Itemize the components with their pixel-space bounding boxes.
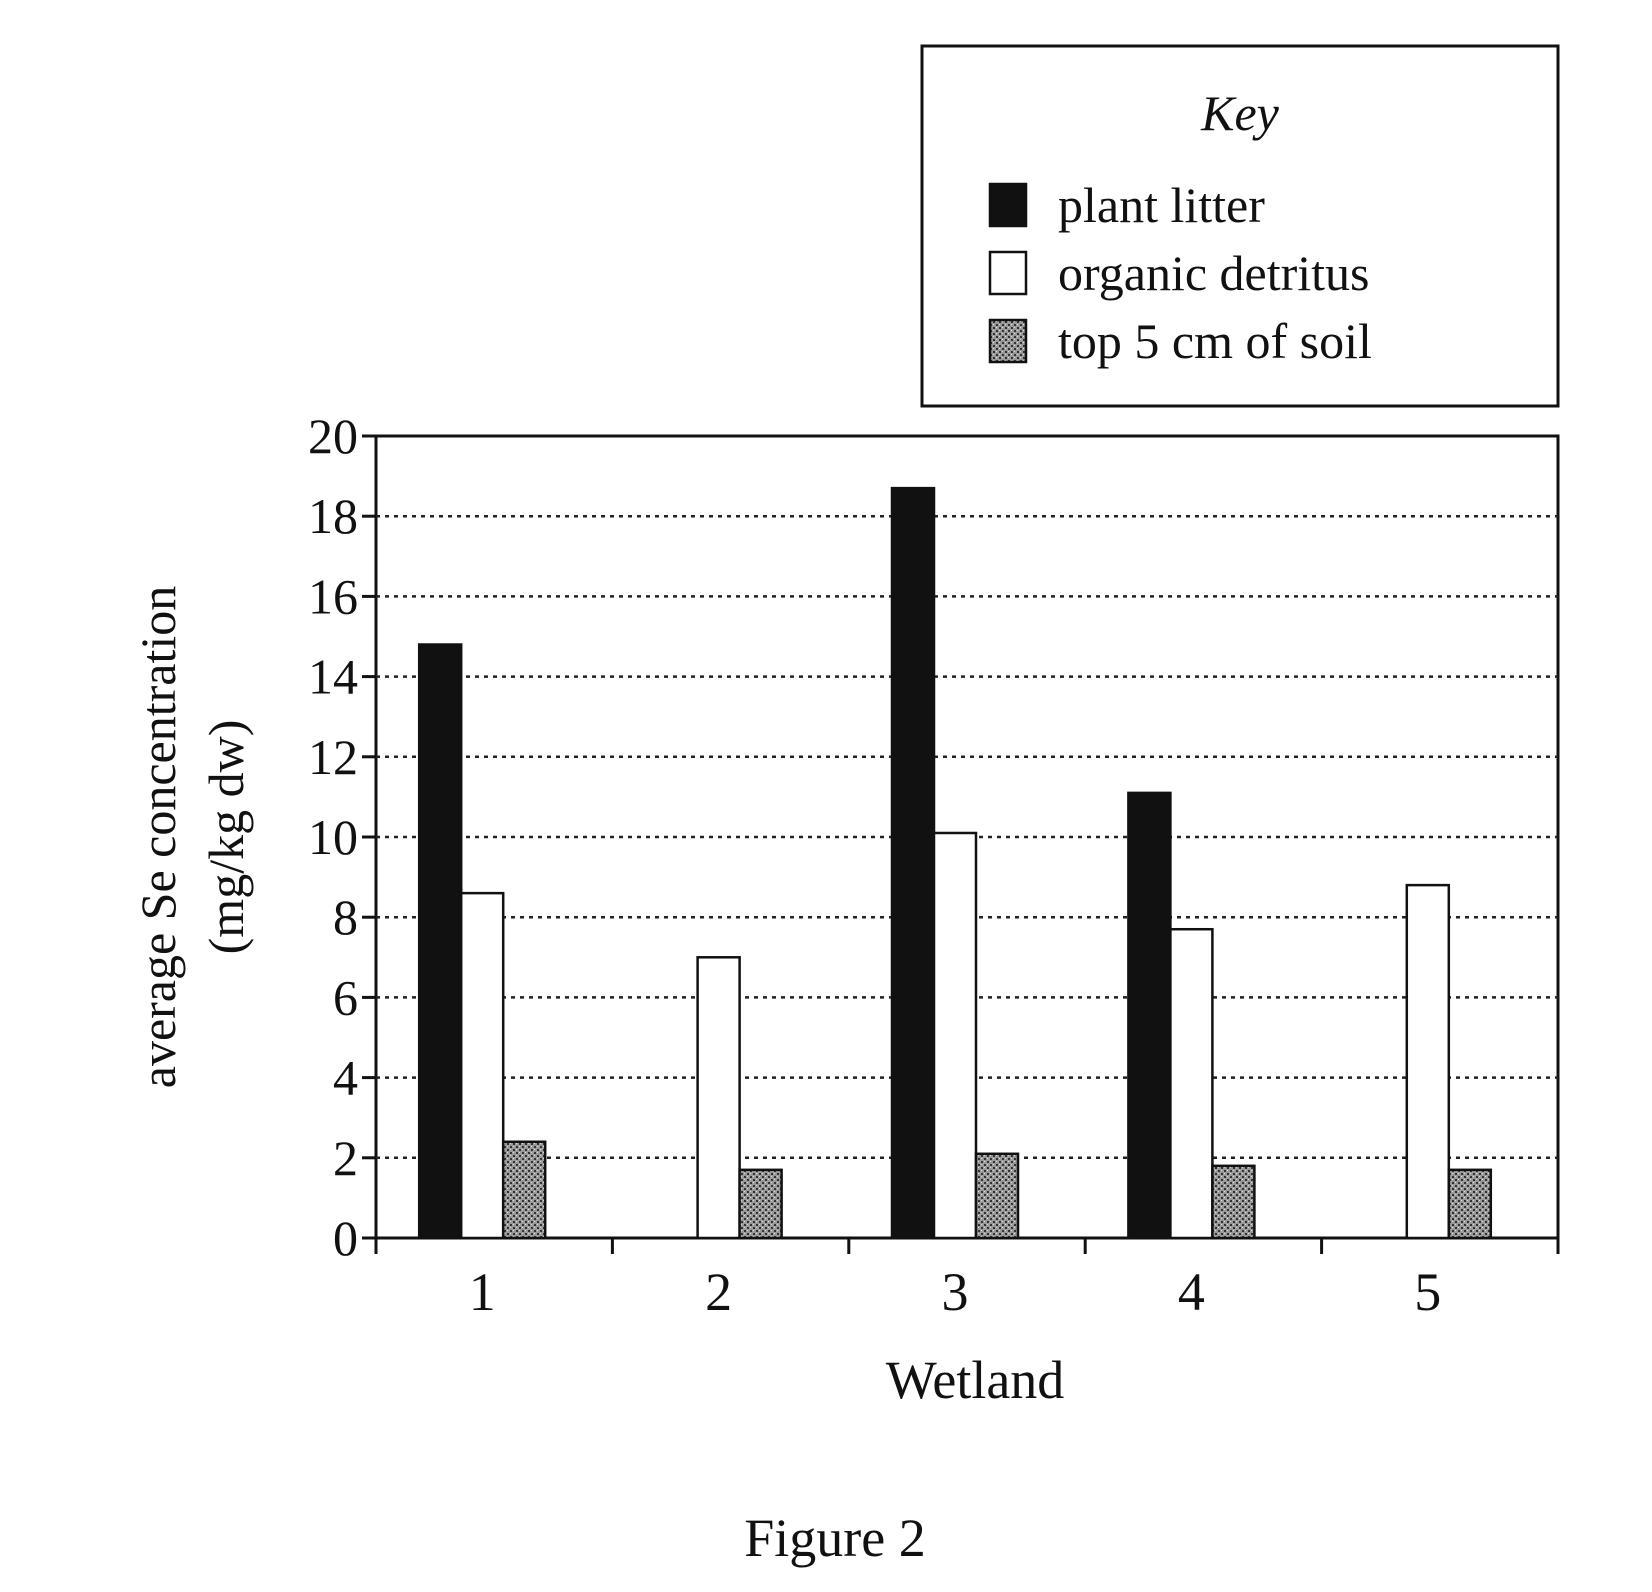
bar-plant-litter-wetland-1 [417, 643, 463, 1240]
y-tick-label: 6 [333, 969, 358, 1025]
legend-label: organic detritus [1058, 245, 1370, 301]
bar-organic-detritus-wetland-5 [1405, 883, 1451, 1240]
bar-top-5-cm-of-soil-wetland-4 [1211, 1164, 1256, 1240]
y-axis: 0 2 4 6 8 10 12 14 16 18 20 [308, 408, 376, 1266]
legend-swatch-top-5-cm-of-soil [988, 318, 1028, 364]
y-tick-label: 18 [308, 488, 358, 544]
gridlines [376, 514, 1558, 1160]
legend: Key plant litter organic detritus top 5 cm… [920, 44, 1560, 408]
y-tick-label: 4 [333, 1050, 358, 1106]
y-axis-title: average Se concentration (mg/kg dw) [130, 586, 254, 1089]
legend-swatch-plant-litter [988, 182, 1028, 228]
bar-top-5-cm-of-soil-wetland-3 [974, 1152, 1020, 1240]
x-axis-title: Wetland [886, 1350, 1065, 1410]
y-tick-label: 16 [308, 568, 358, 624]
legend-label: top 5 cm of soil [1058, 313, 1372, 369]
bar-organic-detritus-wetland-4 [1169, 927, 1214, 1240]
bar-organic-detritus-wetland-1 [459, 891, 505, 1240]
figure-caption: Figure 2 [744, 1508, 926, 1568]
legend-frame [920, 44, 1560, 408]
y-tick-label: 8 [333, 889, 358, 945]
y-tick-label: 0 [333, 1210, 358, 1266]
y-tick-label: 14 [308, 649, 358, 705]
y-tick-label: 12 [308, 729, 358, 785]
x-tick-label: 4 [1178, 1262, 1205, 1322]
x-tick-label: 1 [469, 1262, 496, 1322]
bar-top-5-cm-of-soil-wetland-1 [501, 1140, 547, 1240]
x-tick-label: 3 [942, 1262, 969, 1322]
legend-swatch-organic-detritus [988, 250, 1028, 296]
bar-top-5-cm-of-soil-wetland-5 [1447, 1168, 1493, 1240]
y-tick-label: 20 [308, 408, 358, 464]
legend-label: plant litter [1058, 177, 1265, 233]
bar-organic-detritus-wetland-3 [932, 831, 978, 1240]
bar-plant-litter-wetland-3 [890, 486, 936, 1240]
bar-organic-detritus-wetland-2 [696, 956, 741, 1240]
y-axis-title-line-1: average Se concentration [130, 586, 186, 1089]
bar-top-5-cm-of-soil-wetland-2 [738, 1168, 783, 1240]
legend-title: Key [1200, 85, 1280, 141]
bar-plant-litter-wetland-4 [1127, 791, 1172, 1240]
x-tick-label: 2 [705, 1262, 732, 1322]
y-axis-title-line-2: (mg/kg dw) [198, 720, 254, 955]
bars [417, 486, 1493, 1240]
y-tick-label: 10 [308, 809, 358, 865]
x-axis: 1 2 3 4 5 [374, 1238, 1560, 1322]
x-tick-label: 5 [1414, 1262, 1441, 1322]
y-tick-label: 2 [333, 1130, 358, 1186]
